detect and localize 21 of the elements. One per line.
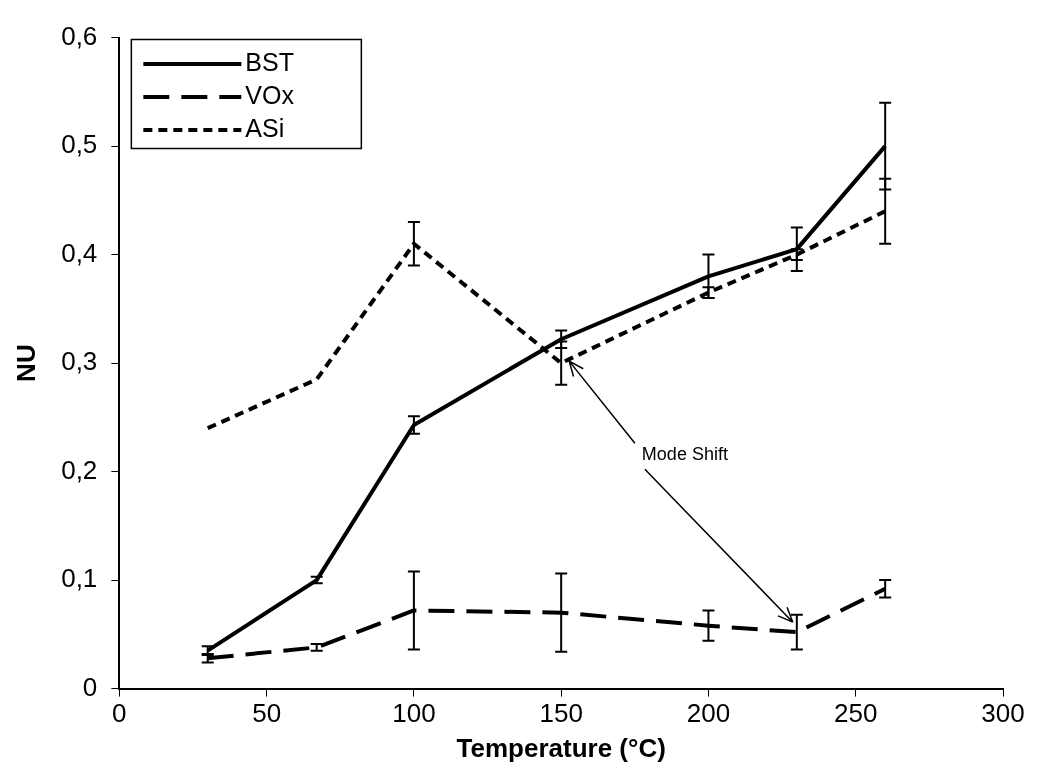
point <box>200 652 215 664</box>
y-tick-label: 0,2 <box>61 454 98 485</box>
y-tick-label: 0,3 <box>61 346 98 377</box>
x-tick-label: 250 <box>834 698 878 729</box>
legend-label: BST <box>245 47 294 76</box>
x-tick-label: 200 <box>686 698 731 729</box>
annotation: Mode Shift <box>641 444 728 465</box>
y-tick-label: 0 <box>82 671 98 702</box>
y-tick-label: 0,6 <box>61 20 98 51</box>
x-tick-label: 300 <box>981 698 1025 729</box>
y-tick-label: 0,5 <box>61 129 98 160</box>
y-tick-label: 0,1 <box>61 563 98 594</box>
x-tick-label: 50 <box>252 698 282 729</box>
x-axis-title: Temperature (°C) <box>456 732 666 763</box>
x-tick-label: 100 <box>392 698 436 729</box>
legend-label: ASi <box>245 113 285 142</box>
x-tick-label: 150 <box>539 698 583 729</box>
legend-label: VOx <box>245 80 295 109</box>
y-tick-label: 0,4 <box>61 237 98 268</box>
y-axis-title: NU <box>10 344 41 382</box>
x-tick-label: 0 <box>112 698 127 729</box>
